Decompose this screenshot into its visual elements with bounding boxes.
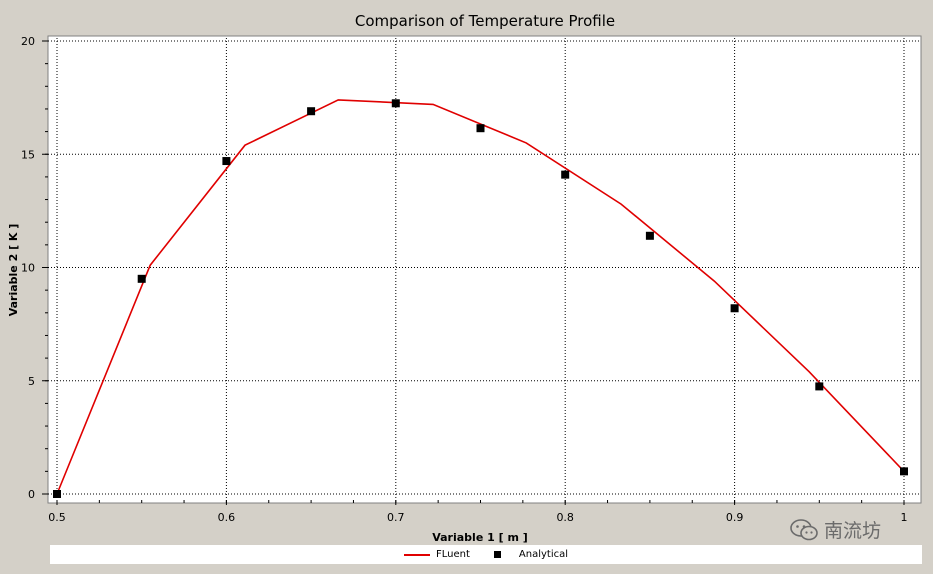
wechat-icon	[790, 518, 818, 540]
analytical-point	[391, 99, 400, 108]
x-tick-label: 0.6	[218, 511, 236, 524]
analytical-point	[645, 231, 654, 240]
legend-item-analytical: Analytical	[493, 549, 568, 560]
y-axis-label: Variable 2 [ K ]	[7, 224, 20, 317]
y-tick-label: 20	[21, 35, 35, 48]
analytical-point	[476, 124, 485, 133]
analytical-point	[53, 490, 61, 498]
analytical-point	[561, 170, 570, 179]
legend: FLuent Analytical	[50, 545, 922, 564]
y-tick-label: 0	[28, 488, 35, 501]
x-tick-label: 1	[901, 511, 908, 524]
chart-title: Comparison of Temperature Profile	[355, 12, 615, 30]
plot-area	[47, 35, 922, 504]
x-tick-label: 0.8	[556, 511, 574, 524]
watermark: 南流坊	[790, 516, 881, 543]
legend-label-fluent: FLuent	[435, 549, 470, 560]
y-tick-label: 15	[21, 148, 35, 161]
x-axis-label: Variable 1 [ m ]	[432, 531, 528, 544]
analytical-point	[730, 304, 739, 313]
analytical-point	[307, 107, 316, 116]
series-layer	[53, 99, 908, 498]
x-tick-label: 0.9	[726, 511, 744, 524]
legend-label-analytical: Analytical	[518, 549, 568, 560]
grid	[48, 38, 921, 500]
analytical-point	[222, 157, 231, 166]
analytical-point	[815, 382, 824, 391]
legend-item-fluent: FLuent	[403, 549, 470, 560]
x-tick-label: 0.5	[48, 511, 66, 524]
legend-line-swatch	[403, 553, 430, 556]
y-tick-label: 10	[21, 262, 35, 275]
analytical-point	[900, 467, 908, 476]
analytical-point	[137, 274, 146, 283]
series-fluent-line	[56, 99, 905, 495]
legend-square-swatch	[493, 551, 501, 558]
watermark-text: 南流坊	[824, 520, 882, 542]
x-tick-label: 0.7	[387, 511, 405, 524]
y-tick-label: 5	[28, 375, 35, 388]
